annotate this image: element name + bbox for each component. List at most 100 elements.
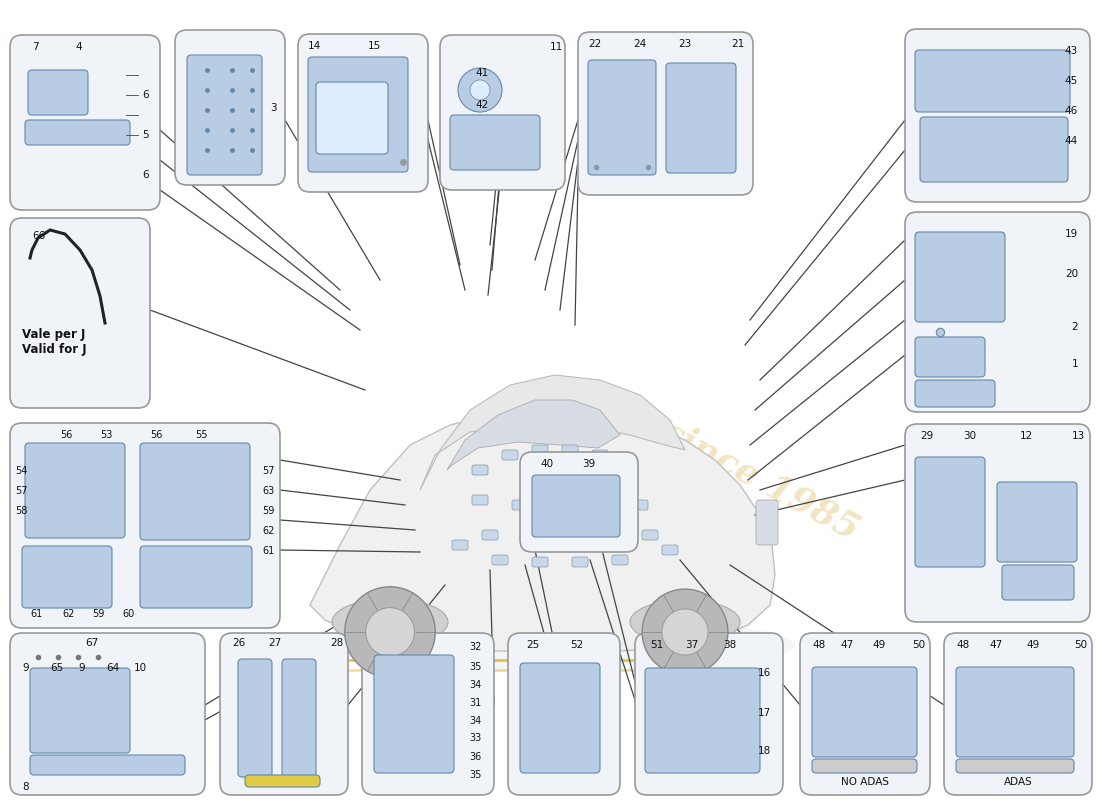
FancyBboxPatch shape	[30, 755, 185, 775]
FancyBboxPatch shape	[482, 530, 498, 540]
FancyBboxPatch shape	[905, 212, 1090, 412]
Text: 11: 11	[550, 42, 563, 52]
FancyBboxPatch shape	[508, 633, 620, 795]
Text: 14: 14	[308, 41, 321, 51]
Text: 47: 47	[989, 640, 1002, 650]
Text: 10: 10	[134, 663, 147, 673]
Text: 23: 23	[678, 39, 691, 49]
Text: 44: 44	[1065, 136, 1078, 146]
FancyBboxPatch shape	[282, 659, 316, 777]
Text: 48: 48	[956, 640, 969, 650]
Text: 6: 6	[142, 170, 148, 180]
FancyBboxPatch shape	[602, 533, 618, 543]
Text: 54: 54	[15, 466, 28, 476]
FancyBboxPatch shape	[632, 500, 648, 510]
FancyBboxPatch shape	[238, 659, 272, 777]
Text: 24: 24	[632, 39, 647, 49]
FancyBboxPatch shape	[800, 633, 929, 795]
Text: 7: 7	[32, 42, 39, 52]
Text: 5: 5	[142, 130, 148, 140]
Text: 1: 1	[1071, 359, 1078, 369]
FancyBboxPatch shape	[140, 546, 252, 608]
Text: 49: 49	[872, 640, 886, 650]
Text: 15: 15	[368, 41, 382, 51]
FancyBboxPatch shape	[10, 218, 150, 408]
FancyBboxPatch shape	[915, 457, 984, 567]
Text: 62: 62	[62, 609, 75, 619]
FancyBboxPatch shape	[572, 557, 588, 567]
Text: 29: 29	[920, 431, 933, 441]
FancyBboxPatch shape	[492, 555, 508, 565]
FancyBboxPatch shape	[10, 633, 205, 795]
Text: 40: 40	[540, 459, 553, 469]
Text: 6: 6	[142, 90, 148, 100]
Text: 33: 33	[470, 733, 482, 743]
Text: 18: 18	[758, 746, 771, 756]
FancyBboxPatch shape	[562, 445, 578, 455]
Text: 67: 67	[85, 638, 98, 648]
FancyBboxPatch shape	[956, 759, 1074, 773]
Text: 26: 26	[232, 638, 245, 648]
FancyBboxPatch shape	[812, 759, 917, 773]
Text: since 1985: since 1985	[656, 414, 865, 546]
FancyBboxPatch shape	[905, 29, 1090, 202]
FancyBboxPatch shape	[512, 500, 528, 510]
FancyBboxPatch shape	[362, 633, 494, 795]
FancyBboxPatch shape	[532, 475, 620, 537]
Text: 43: 43	[1065, 46, 1078, 56]
FancyBboxPatch shape	[472, 495, 488, 505]
Ellipse shape	[315, 618, 795, 673]
Text: 46: 46	[1065, 106, 1078, 116]
FancyBboxPatch shape	[552, 500, 568, 510]
FancyBboxPatch shape	[915, 232, 1005, 322]
FancyBboxPatch shape	[28, 70, 88, 115]
Text: 32: 32	[470, 642, 482, 652]
Circle shape	[470, 80, 490, 100]
Polygon shape	[420, 375, 685, 490]
Circle shape	[365, 608, 415, 656]
Text: 47: 47	[840, 640, 854, 650]
FancyBboxPatch shape	[915, 380, 996, 407]
FancyBboxPatch shape	[812, 667, 917, 757]
Text: 34: 34	[470, 680, 482, 690]
Text: 58: 58	[15, 506, 28, 516]
FancyBboxPatch shape	[374, 655, 454, 773]
Text: ADAS: ADAS	[1003, 777, 1033, 787]
Text: 4: 4	[75, 42, 81, 52]
FancyBboxPatch shape	[520, 663, 600, 773]
FancyBboxPatch shape	[22, 546, 112, 608]
FancyBboxPatch shape	[578, 32, 754, 195]
FancyBboxPatch shape	[10, 423, 280, 628]
FancyBboxPatch shape	[30, 668, 130, 753]
Text: 37: 37	[685, 640, 698, 650]
FancyBboxPatch shape	[562, 533, 578, 543]
FancyBboxPatch shape	[220, 633, 348, 795]
FancyBboxPatch shape	[956, 667, 1074, 757]
Text: 20: 20	[1065, 269, 1078, 279]
Text: 9: 9	[22, 663, 29, 673]
FancyBboxPatch shape	[25, 120, 130, 145]
Polygon shape	[447, 400, 620, 470]
FancyBboxPatch shape	[1002, 565, 1074, 600]
FancyBboxPatch shape	[635, 633, 783, 795]
Text: 59: 59	[92, 609, 104, 619]
FancyBboxPatch shape	[520, 452, 638, 552]
Text: 65: 65	[50, 663, 64, 673]
FancyBboxPatch shape	[592, 450, 608, 460]
Text: 55: 55	[195, 430, 208, 440]
Text: 9: 9	[78, 663, 85, 673]
Text: 48: 48	[812, 640, 825, 650]
Text: 38: 38	[723, 640, 736, 650]
FancyBboxPatch shape	[756, 500, 778, 545]
FancyBboxPatch shape	[915, 50, 1070, 112]
FancyBboxPatch shape	[532, 445, 548, 455]
Text: 39: 39	[582, 459, 595, 469]
Text: 35: 35	[470, 662, 482, 672]
FancyBboxPatch shape	[944, 633, 1092, 795]
FancyBboxPatch shape	[588, 60, 656, 175]
Text: 57: 57	[15, 486, 28, 496]
Text: 59: 59	[262, 506, 274, 516]
Text: 35: 35	[470, 770, 482, 780]
FancyBboxPatch shape	[450, 115, 540, 170]
FancyBboxPatch shape	[298, 34, 428, 192]
